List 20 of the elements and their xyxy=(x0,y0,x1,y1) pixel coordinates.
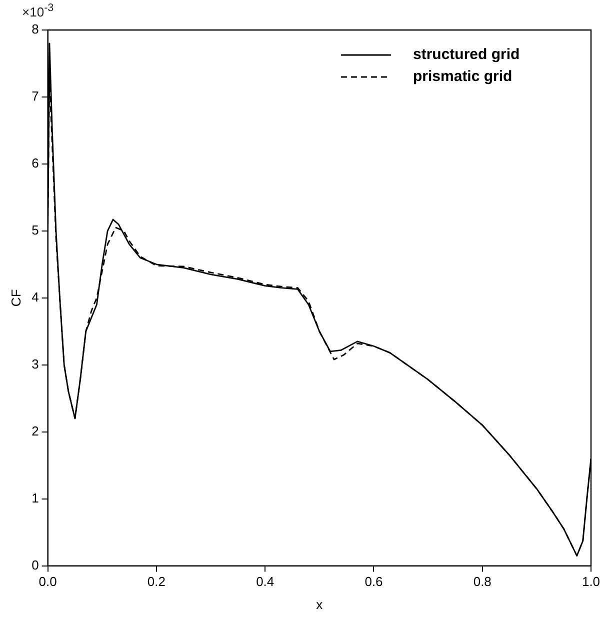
y-tick-label: 5 xyxy=(32,222,39,238)
legend-label: prismatic grid xyxy=(413,68,512,86)
y-tick-label: 2 xyxy=(32,423,39,438)
y-tick-label: 4 xyxy=(32,289,39,304)
x-tick-label: 0.4 xyxy=(256,574,274,590)
y-tick-label: 3 xyxy=(32,356,39,372)
x-tick-label: 0.0 xyxy=(38,574,57,590)
x-axis-title: x xyxy=(316,596,324,612)
x-tick-label: 0.8 xyxy=(473,574,492,590)
y-tick-label: 8 xyxy=(32,22,39,37)
y-tick-label: 6 xyxy=(32,156,39,171)
y-tick-label: 1 xyxy=(32,490,39,506)
x-tick-label: 0.6 xyxy=(364,574,383,590)
y-tick-label: 7 xyxy=(32,88,39,104)
text: ×10$^{-3}$ xyxy=(22,2,54,20)
y-axis-title: CF xyxy=(8,289,24,307)
x-tick-label: 0.2 xyxy=(147,574,166,590)
y-tick-label: 0 xyxy=(32,557,39,572)
legend-label: structured grid xyxy=(413,46,520,64)
x-tick-label: 1.0 xyxy=(582,574,600,590)
